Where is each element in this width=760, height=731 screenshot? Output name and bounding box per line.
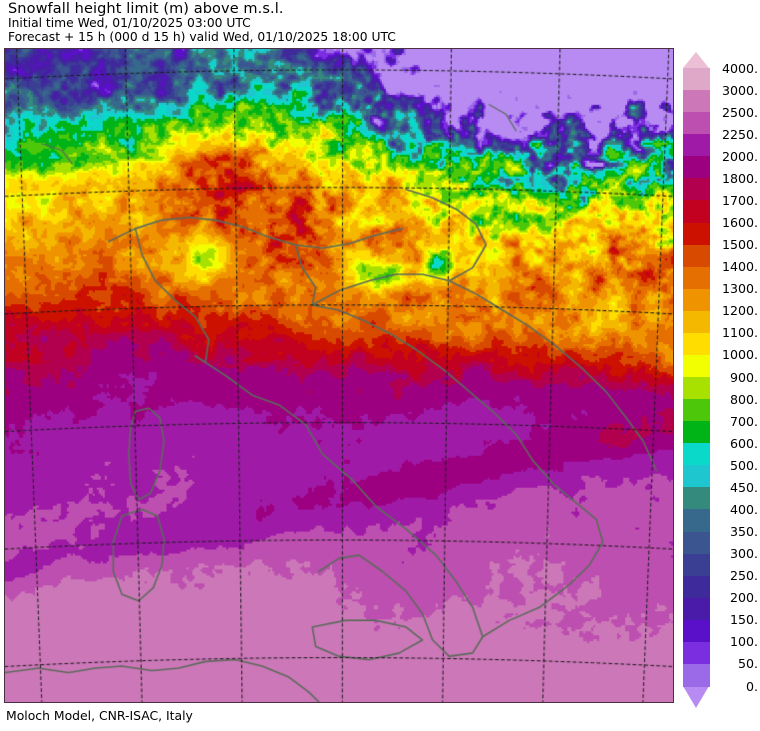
colorbar-band: [683, 487, 710, 510]
colorbar-tick-label: 1800.: [721, 170, 758, 186]
colorbar-tick-label: 250.: [729, 568, 758, 584]
forecast-validity-label: Forecast + 15 h (000 d 15 h) valid Wed, …: [8, 29, 396, 44]
colorbar-band: [683, 531, 710, 555]
colorbar-tick-label: 1500.: [721, 237, 758, 253]
colorbar-tick-label: 2500.: [721, 104, 758, 120]
colorbar-band: [683, 244, 710, 268]
colorbar-band: [683, 200, 710, 224]
colorbar-band: [683, 90, 710, 113]
colorbar-band: [683, 399, 710, 422]
colorbar-tick-label: 2000.: [721, 148, 758, 164]
colorbar-tick-label: 100.: [729, 634, 758, 650]
colorbar-band: [683, 663, 710, 687]
initial-time-label: Initial time Wed, 01/10/2025 03:00 UTC: [8, 16, 251, 30]
colorbar-tick-label: 900.: [729, 369, 758, 385]
colorbar-band: [683, 377, 710, 400]
colorbar-tick-label: 1100.: [721, 325, 758, 341]
model-attribution: Moloch Model, CNR-ISAC, Italy: [6, 708, 193, 723]
colorbar-band: [683, 597, 710, 621]
colorbar-band: [683, 178, 710, 201]
colorbar-band: [683, 354, 710, 378]
colorbar-band: [683, 443, 710, 466]
colorbar-band: [683, 222, 710, 246]
colorbar-tick-label: 600.: [729, 435, 758, 451]
colorbar-band: [683, 509, 710, 533]
colorbar-band: [683, 421, 710, 444]
colorbar-tick-label: 400.: [729, 501, 758, 517]
colorbar-band: [683, 310, 710, 334]
colorbar-band: [683, 266, 710, 290]
colorbar-band: [683, 156, 710, 179]
colorbar-legend: 4000. 3000. 2500. 2250. 2000. 1800. 1700. 1600.…: [676, 52, 758, 712]
colorbar-tick-label: 800.: [729, 391, 758, 407]
colorbar-band: [683, 68, 710, 91]
colorbar-band: [683, 619, 710, 643]
colorbar-band: [683, 553, 710, 577]
colorbar-tick-label: 500.: [729, 457, 758, 473]
colorbar-tick-label: 300.: [729, 546, 758, 562]
colorbar-tick-label: 4000.: [721, 60, 758, 76]
chart-header: Snowfall height limit (m) above m.s.l. I…: [8, 2, 668, 44]
colorbar-band: [683, 112, 710, 135]
colorbar-tick-label: 1200.: [721, 303, 758, 319]
colorbar-tick-label: 350.: [729, 524, 758, 539]
colorbar-tick-labels: 4000. 3000. 2500. 2250. 2000. 1800. 1700. 1600.…: [712, 52, 758, 708]
colorbar-tick-label: 3000.: [721, 82, 758, 98]
colorbar-band: [683, 288, 710, 312]
colorbar-tick-label: 0.: [745, 678, 758, 694]
colorbar-band: [683, 641, 710, 665]
colorbar-tick-label: 150.: [729, 612, 758, 628]
colorbar-tick-label: 700.: [729, 413, 758, 429]
colorbar-tick-label: 2250.: [721, 126, 758, 142]
colorbar-band: [683, 332, 710, 356]
colorbar-band: [683, 465, 710, 488]
colorbar-tick-label: 200.: [729, 590, 758, 606]
colorbar-tick-label: 1300.: [721, 281, 758, 297]
colorbar-gradient[interactable]: [683, 52, 710, 708]
page-title: Snowfall height limit (m) above m.s.l.: [8, 1, 284, 17]
colorbar-tick-label: 50.: [737, 656, 758, 672]
colorbar-over-arrow: [683, 52, 709, 68]
forecast-map-panel[interactable]: [4, 48, 674, 703]
colorbar-tick-label: 1400.: [721, 259, 758, 275]
colorbar-under-arrow: [683, 686, 709, 708]
colorbar-band: [683, 575, 710, 599]
colorbar-tick-label: 1000.: [721, 347, 758, 363]
colorbar-tick-label: 1700.: [721, 192, 758, 208]
colorbar-tick-label: 450.: [729, 479, 758, 495]
snowfall-height-limit-heatmap: [5, 49, 673, 702]
colorbar-tick-label: 1600.: [721, 215, 758, 230]
colorbar-band: [683, 134, 710, 157]
